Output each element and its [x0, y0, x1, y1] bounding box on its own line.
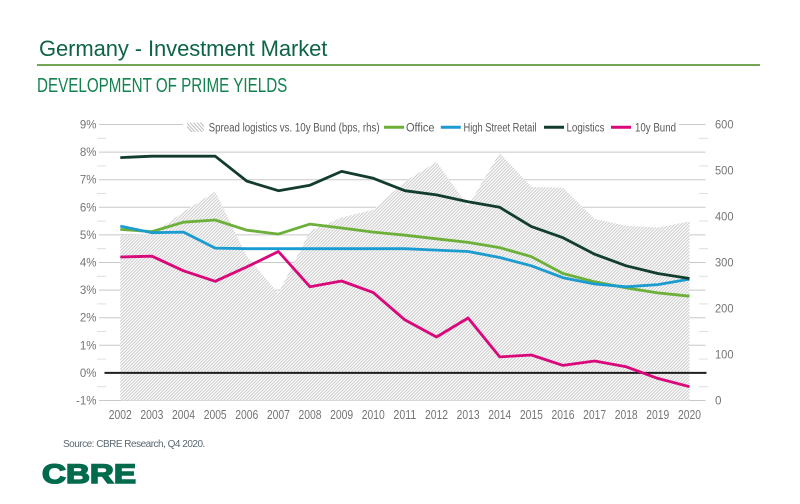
svg-text:Spread logistics vs. 10y Bund: Spread logistics vs. 10y Bund (bps, rhs) [209, 123, 380, 135]
svg-text:2009: 2009 [330, 408, 353, 422]
svg-text:2014: 2014 [488, 408, 511, 422]
svg-text:CBRE: CBRE [42, 459, 136, 489]
svg-text:10y Bund: 10y Bund [635, 123, 676, 135]
svg-text:2008: 2008 [299, 408, 322, 422]
svg-text:2%: 2% [80, 313, 97, 325]
svg-text:7%: 7% [80, 175, 97, 187]
svg-text:2003: 2003 [140, 408, 163, 422]
svg-text:2019: 2019 [646, 408, 669, 422]
svg-text:100: 100 [715, 350, 734, 362]
svg-text:3%: 3% [80, 285, 97, 297]
svg-text:5%: 5% [80, 230, 97, 242]
svg-text:200: 200 [715, 304, 734, 316]
svg-text:2012: 2012 [425, 408, 448, 422]
svg-text:2006: 2006 [235, 408, 258, 422]
svg-text:0%: 0% [80, 368, 97, 380]
svg-text:0: 0 [715, 396, 722, 408]
svg-text:Logistics: Logistics [567, 123, 605, 135]
svg-text:2004: 2004 [172, 408, 195, 422]
svg-text:2018: 2018 [615, 408, 638, 422]
svg-text:300: 300 [715, 258, 734, 270]
svg-text:2013: 2013 [457, 408, 480, 422]
svg-text:Office: Office [406, 123, 435, 135]
svg-text:2011: 2011 [393, 408, 416, 422]
svg-text:High Street Retail: High Street Retail [464, 123, 537, 135]
svg-text:2007: 2007 [267, 408, 290, 422]
svg-text:600: 600 [715, 120, 734, 132]
svg-text:2017: 2017 [583, 408, 606, 422]
svg-text:1%: 1% [80, 340, 97, 352]
svg-text:2016: 2016 [552, 408, 575, 422]
svg-text:4%: 4% [80, 258, 97, 270]
svg-text:2010: 2010 [362, 408, 385, 422]
svg-text:400: 400 [715, 212, 734, 224]
svg-text:8%: 8% [80, 147, 97, 159]
svg-text:2002: 2002 [109, 408, 132, 422]
svg-text:9%: 9% [80, 120, 97, 132]
svg-text:2020: 2020 [678, 408, 701, 422]
svg-text:2015: 2015 [520, 408, 543, 422]
svg-text:500: 500 [715, 166, 734, 178]
svg-text:-1%: -1% [76, 396, 96, 408]
svg-text:6%: 6% [80, 202, 97, 214]
svg-text:2005: 2005 [204, 408, 227, 422]
